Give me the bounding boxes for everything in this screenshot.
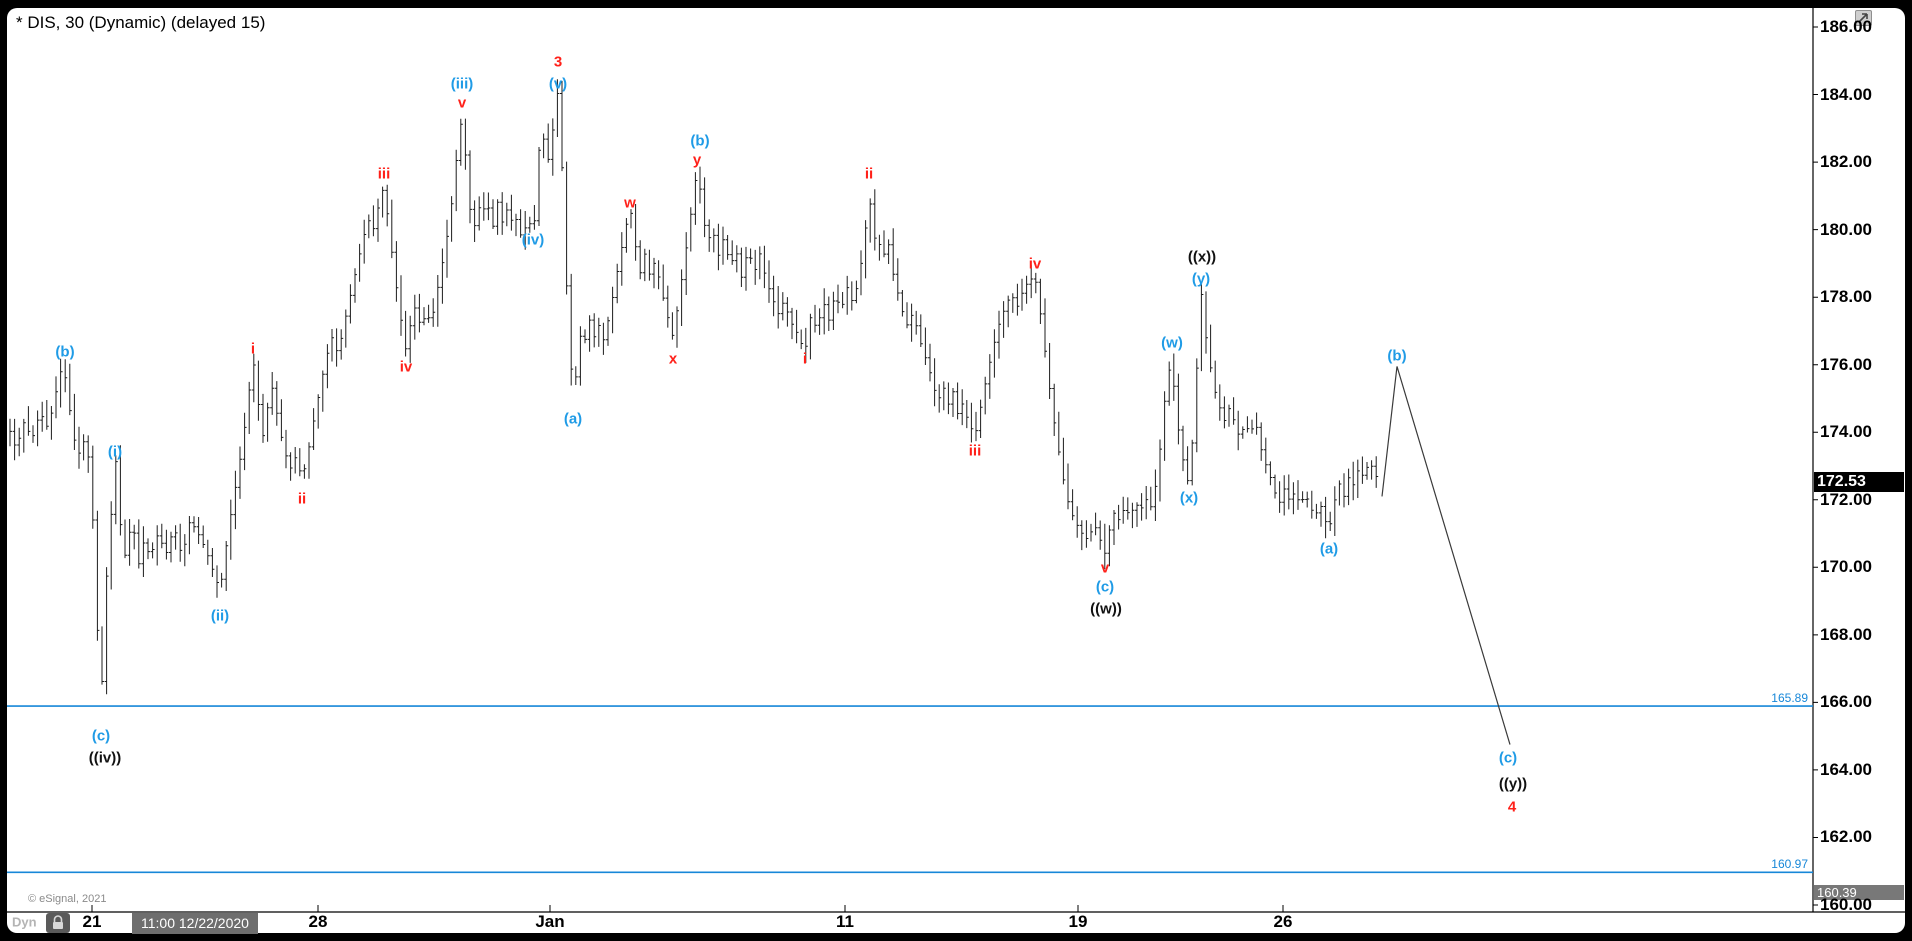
- lock-button[interactable]: [46, 913, 70, 933]
- chart-plot-area[interactable]: [7, 8, 1905, 933]
- popout-button[interactable]: [1855, 10, 1872, 26]
- lock-icon: [53, 915, 63, 929]
- popout-arrow-icon: [1858, 13, 1868, 23]
